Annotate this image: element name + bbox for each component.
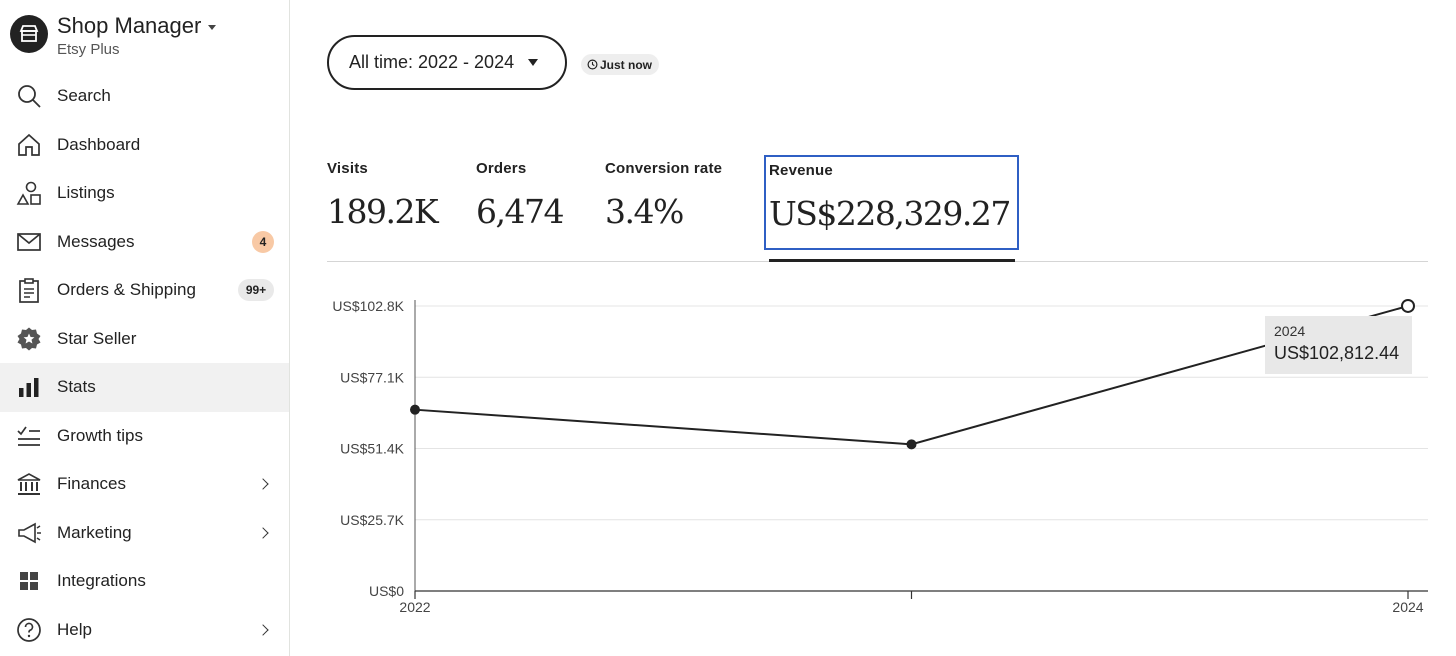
- tooltip-value: US$102,812.44: [1274, 343, 1400, 363]
- metric-value: 3.4%: [605, 192, 684, 231]
- last-updated-text: Just now: [600, 57, 653, 72]
- sidebar-item-label: Search: [57, 86, 111, 106]
- caret-down-icon: [528, 59, 539, 66]
- y-tick-label: US$51.4K: [340, 441, 404, 457]
- y-tick-label: US$25.7K: [340, 512, 404, 528]
- sidebar-item-label: Integrations: [57, 571, 146, 591]
- sidebar-item-listings[interactable]: Listings: [0, 169, 289, 218]
- metric-value: 6,474: [476, 192, 564, 231]
- tooltip-year: 2024: [1274, 323, 1306, 339]
- metric-label: Orders: [476, 160, 527, 177]
- selected-metric-indicator: [769, 259, 1015, 262]
- data-point: [906, 439, 917, 450]
- sidebar-item-label: Help: [57, 619, 92, 639]
- date-range-dropdown[interactable]: All time: 2022 - 2024: [327, 35, 567, 90]
- checklist-icon: [16, 423, 42, 449]
- metric-value: US$228,329.27: [769, 194, 1011, 233]
- last-updated-badge: Just now: [581, 54, 660, 75]
- metric-orders[interactable]: Orders 6,474: [476, 160, 564, 231]
- data-point: [410, 404, 420, 415]
- search-icon: [16, 83, 42, 109]
- sidebar-item-messages[interactable]: Messages 4: [0, 218, 289, 267]
- sidebar-item-label: Listings: [57, 183, 115, 203]
- x-tick-label: 2022: [399, 599, 430, 615]
- sidebar-item-marketing[interactable]: Marketing: [0, 509, 289, 558]
- sidebar-item-label: Messages: [57, 231, 135, 251]
- sidebar-item-label: Finances: [57, 474, 126, 494]
- clipboard-icon: [16, 277, 42, 304]
- help-circle-icon: [16, 617, 42, 643]
- sidebar-item-label: Dashboard: [57, 134, 141, 154]
- metric-visits[interactable]: Visits 189.2K: [327, 160, 439, 231]
- y-tick-label: US$0: [369, 583, 404, 599]
- revenue-series-line: [414, 305, 1409, 446]
- metric-revenue[interactable]: Revenue US$228,329.27: [764, 155, 1019, 250]
- sidebar-item-label: Marketing: [57, 522, 132, 542]
- sidebar-item-label: Orders & Shipping: [57, 280, 196, 300]
- sidebar-nav: Search Dashboard Listings Messages 4 O: [0, 72, 289, 654]
- sidebar-item-growth-tips[interactable]: Growth tips: [0, 412, 289, 461]
- grid-icon: [16, 568, 42, 594]
- sidebar-item-integrations[interactable]: Integrations: [0, 557, 289, 606]
- sidebar-item-search[interactable]: Search: [0, 72, 289, 121]
- envelope-icon: [16, 229, 42, 255]
- shop-title: Shop Manager: [57, 13, 202, 38]
- date-range-label: All time: 2022 - 2024: [349, 52, 515, 72]
- metric-value: 189.2K: [327, 192, 439, 231]
- sidebar-item-label: Growth tips: [57, 425, 143, 445]
- home-icon: [16, 132, 42, 158]
- sidebar-item-star-seller[interactable]: Star Seller: [0, 315, 289, 364]
- clock-icon: [587, 59, 598, 70]
- messages-count-badge: 4: [252, 230, 274, 253]
- shapes-icon: [16, 180, 42, 206]
- megaphone-icon: [16, 520, 42, 546]
- sidebar-item-label: Star Seller: [57, 328, 137, 348]
- orders-count-badge: 99+: [238, 279, 274, 302]
- bar-chart-icon: [16, 374, 42, 400]
- x-tick-label: 2024: [1392, 599, 1423, 615]
- sidebar-item-finances[interactable]: Finances: [0, 460, 289, 509]
- sidebar-item-label: Stats: [57, 377, 96, 397]
- metric-label: Conversion rate: [605, 160, 723, 177]
- sidebar-item-stats[interactable]: Stats: [0, 363, 289, 412]
- y-tick-label: US$77.1K: [340, 369, 404, 385]
- y-tick-label: US$102.8K: [332, 298, 404, 314]
- chart-tooltip: 2024 US$102,812.44: [1265, 316, 1412, 374]
- caret-down-icon: [208, 24, 217, 30]
- shop-plan: Etsy Plus: [57, 41, 120, 58]
- data-point: [1401, 298, 1415, 313]
- sidebar-item-help[interactable]: Help: [0, 606, 289, 655]
- sidebar: Shop Manager Etsy Plus Search Dashboard …: [0, 0, 290, 656]
- bank-icon: [16, 471, 42, 497]
- sidebar-item-dashboard[interactable]: Dashboard: [0, 121, 289, 170]
- star-badge-icon: [16, 326, 42, 352]
- metric-conversion-rate[interactable]: Conversion rate 3.4%: [605, 160, 722, 231]
- metric-label: Visits: [327, 160, 368, 177]
- shop-icon: [10, 15, 48, 53]
- shop-header[interactable]: Shop Manager Etsy Plus: [10, 13, 217, 58]
- metric-label: Revenue: [769, 162, 833, 179]
- sidebar-item-orders-shipping[interactable]: Orders & Shipping 99+: [0, 266, 289, 315]
